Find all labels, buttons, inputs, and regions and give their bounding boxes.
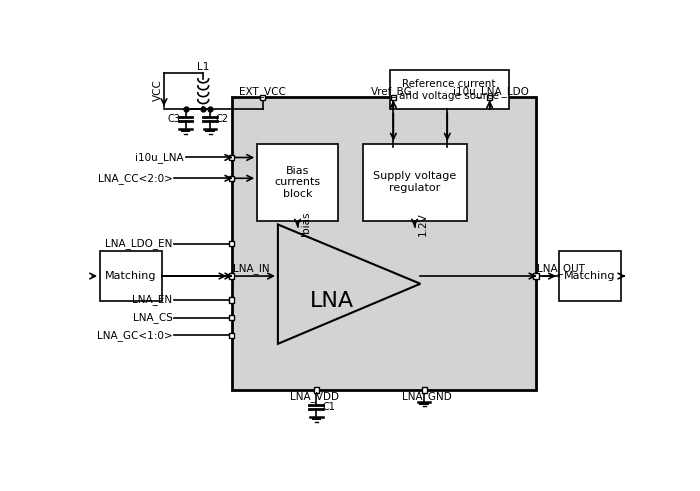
Text: EXT_VCC: EXT_VCC — [239, 86, 286, 97]
Text: C3: C3 — [167, 114, 181, 124]
Text: C2: C2 — [216, 114, 229, 124]
Bar — [389, 71, 509, 109]
Bar — [229, 155, 234, 160]
Text: 1.2V: 1.2V — [418, 213, 428, 236]
Bar — [229, 273, 234, 279]
Text: LNA_VDD: LNA_VDD — [290, 391, 339, 402]
Text: Reference current
and voltage source: Reference current and voltage source — [399, 79, 499, 101]
Bar — [229, 315, 234, 320]
Bar — [257, 144, 338, 220]
Text: LNA_CS: LNA_CS — [132, 312, 172, 323]
Text: LNA_CC<2:0>: LNA_CC<2:0> — [97, 173, 172, 184]
Bar — [260, 95, 265, 100]
Bar — [229, 333, 234, 338]
Bar — [363, 144, 466, 220]
Text: Matching: Matching — [564, 272, 615, 281]
Text: i10u_LNA: i10u_LNA — [135, 152, 184, 163]
Text: VCC: VCC — [153, 79, 163, 101]
Text: C1: C1 — [322, 402, 335, 412]
Text: Bias
currents
block: Bias currents block — [274, 165, 321, 199]
Text: Ibias: Ibias — [301, 212, 311, 236]
Bar — [232, 97, 536, 390]
Text: Supply voltage
regulator: Supply voltage regulator — [373, 171, 456, 193]
Text: LNA_GC<1:0>: LNA_GC<1:0> — [97, 330, 172, 341]
Text: LNA_EN: LNA_EN — [132, 295, 172, 305]
Bar — [229, 176, 234, 181]
Polygon shape — [278, 224, 420, 344]
Text: LNA_IN: LNA_IN — [233, 263, 270, 274]
Bar — [391, 95, 396, 100]
Bar — [100, 251, 162, 301]
Bar — [533, 273, 538, 279]
Text: LNA_GND: LNA_GND — [402, 391, 452, 402]
Bar — [229, 241, 234, 246]
Text: LNA_LDO_EN: LNA_LDO_EN — [105, 238, 172, 249]
Text: Vref_BG: Vref_BG — [371, 86, 413, 97]
Bar — [487, 95, 492, 100]
Text: LNA: LNA — [309, 292, 354, 311]
Text: LNA_OUT: LNA_OUT — [538, 263, 585, 274]
Text: Matching: Matching — [105, 272, 157, 281]
Bar — [559, 251, 621, 301]
Bar — [314, 387, 319, 393]
Text: i10u_LNA_LDO: i10u_LNA_LDO — [454, 86, 529, 97]
Bar — [421, 387, 427, 393]
Text: L1: L1 — [197, 62, 209, 72]
Bar — [229, 297, 234, 302]
